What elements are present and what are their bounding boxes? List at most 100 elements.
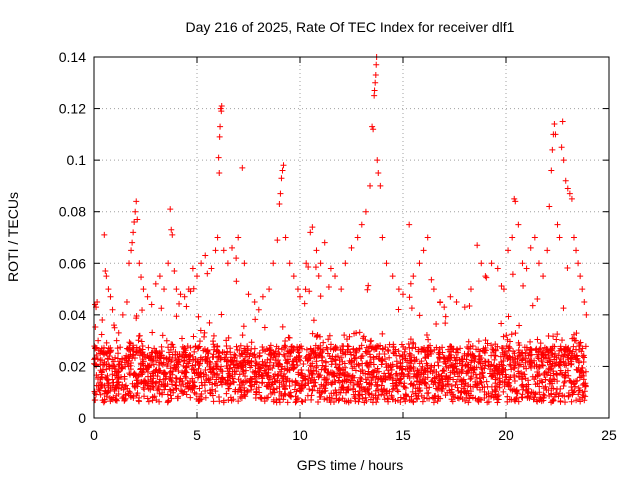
data-point [313,333,320,340]
data-point [349,365,356,372]
data-point [144,369,151,376]
data-point [179,378,186,385]
data-point [130,352,137,359]
data-point [278,390,285,397]
data-point [184,383,191,390]
data-point [150,394,157,401]
data-point [399,356,406,363]
data-point [113,379,120,386]
data-point [511,195,518,202]
data-point [336,357,343,364]
data-point [481,347,488,354]
data-point [315,398,322,405]
data-point [191,348,198,355]
data-point [425,353,432,360]
data-point [226,381,233,388]
data-point [320,339,327,346]
data-point [445,358,452,365]
data-point [145,398,152,405]
data-point [548,363,555,370]
data-point [441,304,448,311]
data-point [97,350,104,357]
data-point [341,332,348,339]
data-point [368,337,375,344]
data-point [240,368,247,375]
data-point [322,376,329,383]
data-point [153,379,160,386]
data-point [327,341,334,348]
axis-ticks: 0 5 10 15 20 25 0 0.02 0.04 0.06 0.08 0.1 0.12 0.14 [59,49,617,443]
data-point [229,358,236,365]
data-point [548,350,555,357]
data-point [392,377,399,384]
data-point [558,371,565,378]
data-point [160,354,167,361]
data-point [234,346,241,353]
data-point [576,387,583,394]
data-point [375,343,382,350]
data-point [414,396,421,403]
data-point [183,303,190,310]
data-point [106,347,113,354]
data-point [428,276,435,283]
data-point [371,92,378,99]
data-point [146,353,153,360]
data-point [557,367,564,374]
data-point [128,247,135,254]
data-point [485,398,492,405]
data-point [580,359,587,366]
data-point [525,385,532,392]
data-point [163,337,170,344]
data-point [336,379,343,386]
data-point [573,353,580,360]
data-point [422,379,429,386]
data-point [527,338,534,345]
data-point [446,387,453,394]
data-point [370,354,377,361]
data-point [488,342,495,349]
data-point [130,394,137,401]
data-point [554,331,561,338]
data-point [370,126,377,133]
data-point [129,239,136,246]
data-point [458,366,465,373]
data-point [350,346,357,353]
data-point [93,351,100,358]
data-point [562,399,569,406]
data-point [400,291,406,298]
data-point [394,363,401,370]
data-point [150,361,157,368]
data-point [406,294,413,301]
data-point [577,368,584,375]
data-point [255,306,262,313]
data-point [351,393,358,400]
data-point [98,357,105,364]
data-point [457,345,464,352]
data-point [386,354,393,361]
data-point [235,398,242,405]
data-point [569,348,576,355]
data-point [492,341,499,348]
data-point [498,361,505,368]
data-point [304,357,311,364]
data-point [458,388,465,395]
data-point [371,346,378,353]
data-point [403,392,410,399]
data-point [342,260,349,267]
data-point [511,373,518,380]
data-point [431,393,438,400]
data-point [109,356,116,363]
data-point [370,361,377,368]
data-point [558,144,565,151]
data-point [437,395,444,402]
data-point [554,221,561,228]
data-point [551,343,558,350]
data-point [437,298,444,305]
data-point [186,356,193,363]
data-point [273,399,280,406]
data-point [516,322,523,329]
data-point [281,370,288,377]
data-point [467,286,474,293]
data-point [475,353,482,360]
data-point [469,351,476,358]
